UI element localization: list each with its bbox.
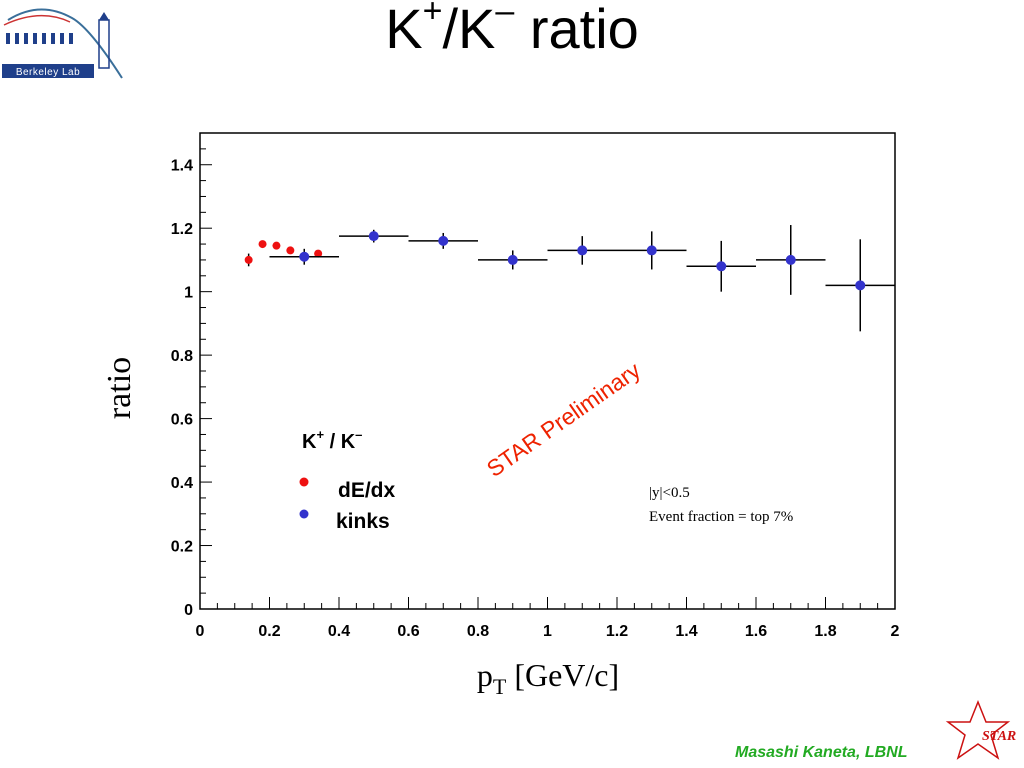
y-tick-label: 0.2: [171, 539, 193, 556]
logo-text: Berkeley Lab: [16, 67, 80, 78]
x-tick-labels: 0 0.2 0.4 0.6 0.8 1 1.2 1.4 1.6 1.8 2: [196, 623, 900, 640]
cut-annotation-line2: Event fraction = top 7%: [649, 509, 793, 525]
star-preliminary-watermark: STAR Preliminary: [482, 357, 646, 482]
data-point: [244, 255, 253, 264]
y-tick-label: 1.2: [171, 221, 193, 238]
data-point: [299, 251, 310, 262]
x-axis-label: pT [GeV/c]: [477, 657, 619, 699]
slide-title: K+/K– ratio: [0, 0, 1024, 61]
data-point: [368, 231, 379, 242]
title-ratio: ratio: [514, 0, 639, 60]
data-point: [272, 241, 281, 250]
svg-text:STAR: STAR: [982, 729, 1016, 744]
title-plus: +: [422, 0, 443, 31]
data-point: [855, 280, 866, 291]
berkeley-lab-logo: Berkeley Lab: [2, 8, 123, 79]
legend-title: K+ / K–: [302, 427, 362, 453]
star-logo: STAR: [945, 700, 1016, 760]
title-minus: –: [495, 0, 515, 31]
title-k: K: [385, 0, 423, 60]
y-tick-label: 0.8: [171, 348, 193, 365]
x-tick-label: 0.6: [397, 623, 419, 640]
x-tick-label: 1.2: [606, 623, 628, 640]
series-marks: [244, 225, 895, 332]
y-tick-label: 1: [184, 285, 193, 302]
star-icon: [945, 700, 1011, 760]
cut-annotation-line1: |y|<0.5: [649, 485, 690, 501]
x-tick-label: 0.4: [328, 623, 350, 640]
x-tick-label: 1.6: [745, 623, 767, 640]
x-tick-label: 0: [196, 623, 205, 640]
x-tick-label: 1: [543, 623, 552, 640]
data-point: [646, 245, 657, 256]
legend-label-dedx: dE/dx: [338, 479, 395, 502]
legend-marker-kinks: [299, 509, 309, 519]
data-point: [785, 254, 796, 265]
series-kinks: [269, 225, 895, 332]
x-tick-label: 1.8: [814, 623, 836, 640]
y-axis-label: ratio: [101, 357, 138, 419]
y-tick-label: 1.4: [171, 158, 193, 175]
axis-ticks: [199, 132, 896, 610]
x-tick-label: 1.4: [675, 623, 697, 640]
y-tick-label: 0.4: [171, 475, 193, 492]
series-de-dx: [244, 240, 323, 267]
data-point: [577, 245, 588, 256]
data-point: [438, 235, 449, 246]
legend-label-kinks: kinks: [336, 510, 390, 533]
data-point: [286, 246, 295, 255]
x-tick-label: 0.2: [258, 623, 280, 640]
data-point: [716, 261, 727, 272]
x-tick-label: 0.8: [467, 623, 489, 640]
y-tick-label: 0.6: [171, 412, 193, 429]
data-point: [258, 240, 267, 249]
data-point: [507, 254, 518, 265]
data-point: [314, 249, 323, 258]
y-tick-label: 0: [184, 602, 193, 619]
plot-frame: [199, 132, 896, 610]
title-slash-k: /K: [442, 0, 496, 60]
legend-marker-dedx: [299, 477, 309, 487]
y-tick-labels: 0 0.2 0.4 0.6 0.8 1 1.2 1.4: [171, 158, 193, 619]
x-tick-label: 2: [891, 623, 900, 640]
footer-author: Masashi Kaneta, LBNL: [735, 744, 908, 761]
